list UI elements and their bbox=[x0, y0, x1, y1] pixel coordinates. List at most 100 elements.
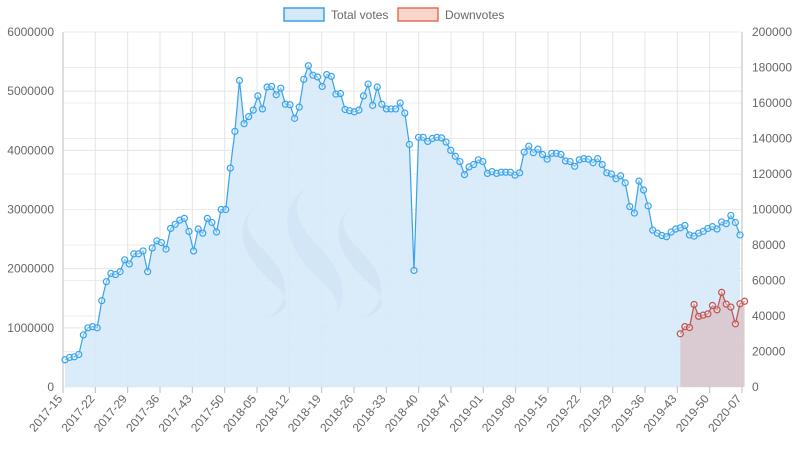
series-line bbox=[679, 290, 745, 335]
data-point bbox=[396, 99, 404, 107]
data-point bbox=[194, 225, 202, 233]
x-tick-label: 2017-36 bbox=[123, 392, 162, 435]
data-point bbox=[713, 225, 721, 233]
data-point bbox=[277, 84, 285, 92]
x-tick-label: 2019-50 bbox=[673, 392, 712, 435]
x-tick-label: 2019-01 bbox=[447, 392, 486, 435]
data-point bbox=[240, 120, 248, 128]
y-left-tick-label: 6000000 bbox=[7, 25, 54, 39]
data-point bbox=[144, 268, 152, 276]
data-point bbox=[644, 202, 652, 210]
data-point bbox=[566, 157, 574, 166]
x-tick-label: 2019-08 bbox=[479, 392, 518, 435]
data-point bbox=[139, 247, 147, 255]
data-point bbox=[534, 145, 542, 153]
data-point bbox=[736, 231, 744, 239]
data-point bbox=[437, 134, 446, 142]
x-tick-label: 2018-40 bbox=[382, 392, 421, 435]
data-point bbox=[727, 211, 735, 220]
data-point bbox=[199, 229, 207, 237]
data-point bbox=[121, 256, 129, 264]
data-point bbox=[98, 297, 106, 305]
legend: Total votes Downvotes bbox=[283, 7, 504, 22]
legend-label-total-votes[interactable]: Total votes bbox=[331, 8, 388, 22]
data-point bbox=[157, 239, 166, 247]
data-point bbox=[676, 330, 684, 338]
data-point bbox=[125, 260, 133, 268]
data-point bbox=[208, 218, 216, 227]
y-left-tick-label: 4000000 bbox=[7, 143, 54, 157]
data-point bbox=[594, 155, 602, 163]
data-point bbox=[718, 288, 726, 296]
data-point bbox=[447, 146, 455, 154]
legend-swatch-downvotes[interactable] bbox=[397, 7, 439, 22]
data-point bbox=[373, 83, 381, 91]
x-tick-label: 2018-12 bbox=[253, 392, 292, 435]
data-point bbox=[520, 148, 528, 156]
data-point bbox=[148, 244, 156, 252]
data-point bbox=[290, 114, 299, 122]
data-point bbox=[681, 221, 689, 230]
y-right-tick-label: 180000 bbox=[752, 61, 792, 75]
data-point bbox=[75, 350, 83, 359]
y-right-tick-label: 40000 bbox=[752, 309, 786, 323]
data-point bbox=[713, 306, 721, 314]
x-tick-label: 2017-50 bbox=[188, 392, 227, 435]
data-point bbox=[538, 150, 547, 159]
x-tick-label: 2018-05 bbox=[220, 392, 259, 435]
y-right-tick-label: 60000 bbox=[752, 274, 786, 288]
data-point bbox=[254, 92, 262, 100]
y-right-tick-label: 120000 bbox=[752, 167, 792, 181]
y-left-tick-label: 3000000 bbox=[7, 203, 54, 217]
data-point bbox=[286, 101, 294, 109]
y-left-tick-label: 5000000 bbox=[7, 84, 54, 98]
data-point bbox=[557, 150, 565, 159]
data-point bbox=[304, 62, 312, 70]
data-point bbox=[336, 89, 345, 98]
x-tick-label: 2019-36 bbox=[608, 392, 647, 435]
data-point bbox=[479, 157, 487, 166]
data-point bbox=[685, 323, 694, 332]
data-point bbox=[295, 103, 303, 111]
data-point bbox=[189, 247, 198, 255]
data-point bbox=[222, 205, 230, 214]
x-tick-label: 2019-15 bbox=[511, 392, 550, 435]
x-tick-label: 2017-22 bbox=[59, 392, 98, 435]
data-point bbox=[529, 149, 537, 157]
series-area bbox=[680, 292, 745, 387]
x-tick-label: 2018-33 bbox=[350, 392, 389, 435]
data-point bbox=[722, 220, 730, 228]
data-point bbox=[249, 106, 257, 114]
data-point bbox=[268, 82, 276, 91]
data-point bbox=[419, 133, 427, 141]
legend-label-downvotes[interactable]: Downvotes bbox=[445, 8, 504, 22]
data-point bbox=[630, 209, 638, 217]
data-point bbox=[598, 160, 606, 169]
x-tick-label: 2018-26 bbox=[317, 392, 356, 435]
data-point bbox=[162, 245, 170, 253]
y-right-tick-label: 160000 bbox=[752, 96, 792, 110]
data-point bbox=[93, 324, 101, 332]
data-point bbox=[456, 157, 464, 166]
data-point bbox=[180, 214, 188, 222]
data-point bbox=[245, 113, 253, 121]
data-point bbox=[235, 76, 244, 85]
series-area bbox=[65, 65, 740, 387]
data-point bbox=[378, 100, 386, 108]
data-point bbox=[116, 268, 124, 276]
data-point bbox=[369, 101, 377, 109]
y-right-tick-label: 20000 bbox=[752, 345, 786, 359]
data-point bbox=[740, 297, 749, 305]
data-point bbox=[327, 72, 335, 80]
data-point bbox=[405, 140, 413, 149]
data-point bbox=[626, 202, 634, 211]
data-point bbox=[571, 162, 579, 170]
data-point bbox=[318, 82, 326, 91]
data-point bbox=[727, 303, 735, 311]
legend-swatch-total-votes[interactable] bbox=[283, 7, 325, 22]
x-tick-label: 2019-22 bbox=[544, 392, 583, 435]
data-point bbox=[690, 300, 698, 309]
data-point bbox=[635, 177, 643, 185]
data-point bbox=[313, 73, 322, 81]
